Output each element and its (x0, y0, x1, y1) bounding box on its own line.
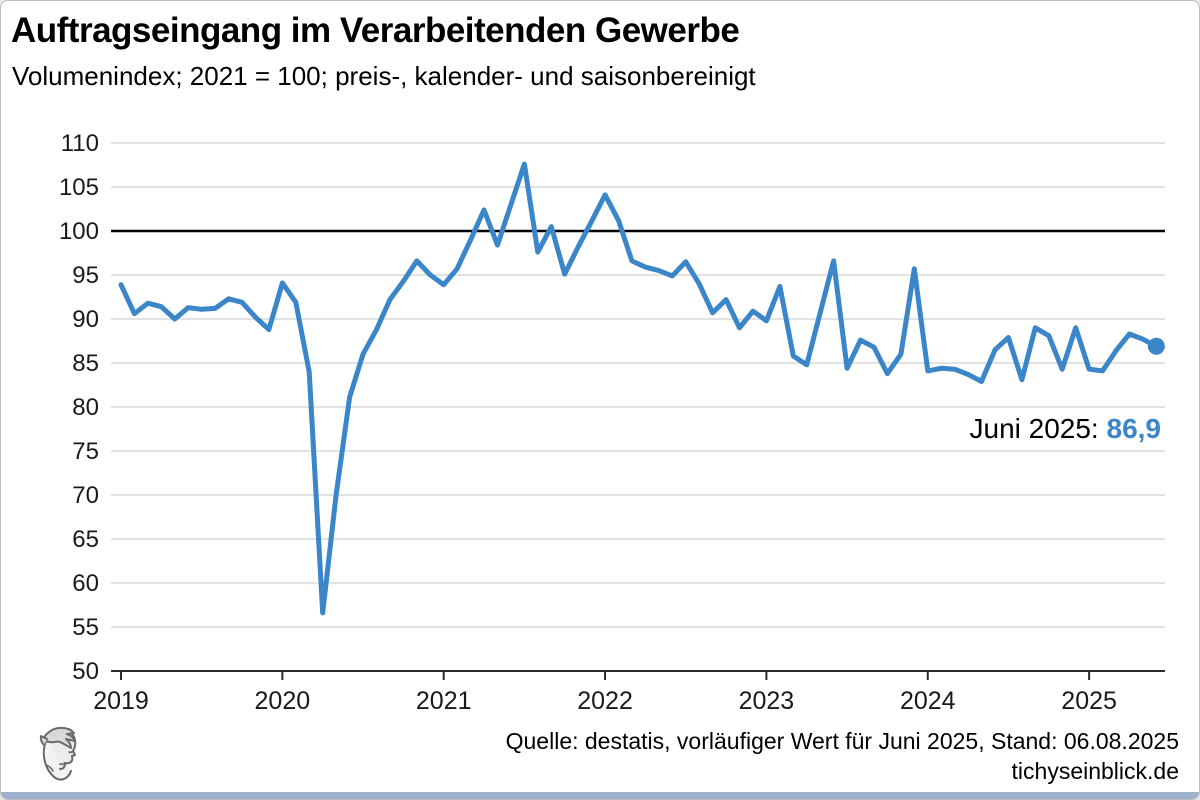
x-axis-tick-label: 2020 (255, 687, 311, 715)
y-axis-tick-label: 105 (59, 174, 99, 201)
x-axis-tick-label: 2023 (739, 687, 795, 715)
x-axis-tick-label: 2024 (900, 687, 956, 715)
page-subtitle: Volumenindex; 2021 = 100; preis-, kalend… (12, 61, 756, 91)
website-url: tichyseinblick.de (1011, 758, 1179, 784)
page-title: Auftragseingang im Verarbeitenden Gewerb… (11, 11, 740, 50)
y-axis-tick-label: 65 (72, 526, 99, 553)
y-axis-tick-label: 110 (61, 130, 99, 157)
y-axis-tick-label: 85 (72, 350, 99, 377)
y-axis-tick-label: 55 (72, 614, 99, 641)
x-axis-tick-label: 2019 (93, 687, 149, 715)
x-axis-tick-label: 2025 (1061, 687, 1117, 715)
y-axis-tick-label: 70 (72, 482, 99, 509)
source-line: Quelle: destatis, vorläufiger Wert für J… (505, 728, 1179, 754)
y-axis-tick-label: 50 (72, 658, 99, 685)
y-axis-tick-label: 75 (72, 438, 99, 465)
last-value-annotation: Juni 2025: 86,9 (970, 413, 1162, 445)
x-axis-tick-label: 2022 (577, 687, 633, 715)
y-axis-tick-label: 80 (72, 394, 99, 421)
y-axis-tick-label: 90 (72, 306, 99, 333)
y-axis-tick-label: 100 (59, 218, 99, 245)
source-note: Quelle: destatis, vorläufiger Wert für J… (506, 726, 1179, 786)
data-series-line (118, 161, 1159, 616)
y-axis-tick-label: 95 (72, 262, 99, 289)
mercury-head-logo (39, 726, 77, 781)
last-point-dot (1147, 337, 1165, 355)
last-value-number: 86,9 (1106, 413, 1162, 444)
y-axis-tick-label: 60 (72, 570, 99, 597)
x-axis-tick-label: 2021 (416, 687, 472, 715)
bottom-accent-bar (1, 792, 1199, 799)
last-value-label: Juni 2025: (969, 413, 1107, 444)
